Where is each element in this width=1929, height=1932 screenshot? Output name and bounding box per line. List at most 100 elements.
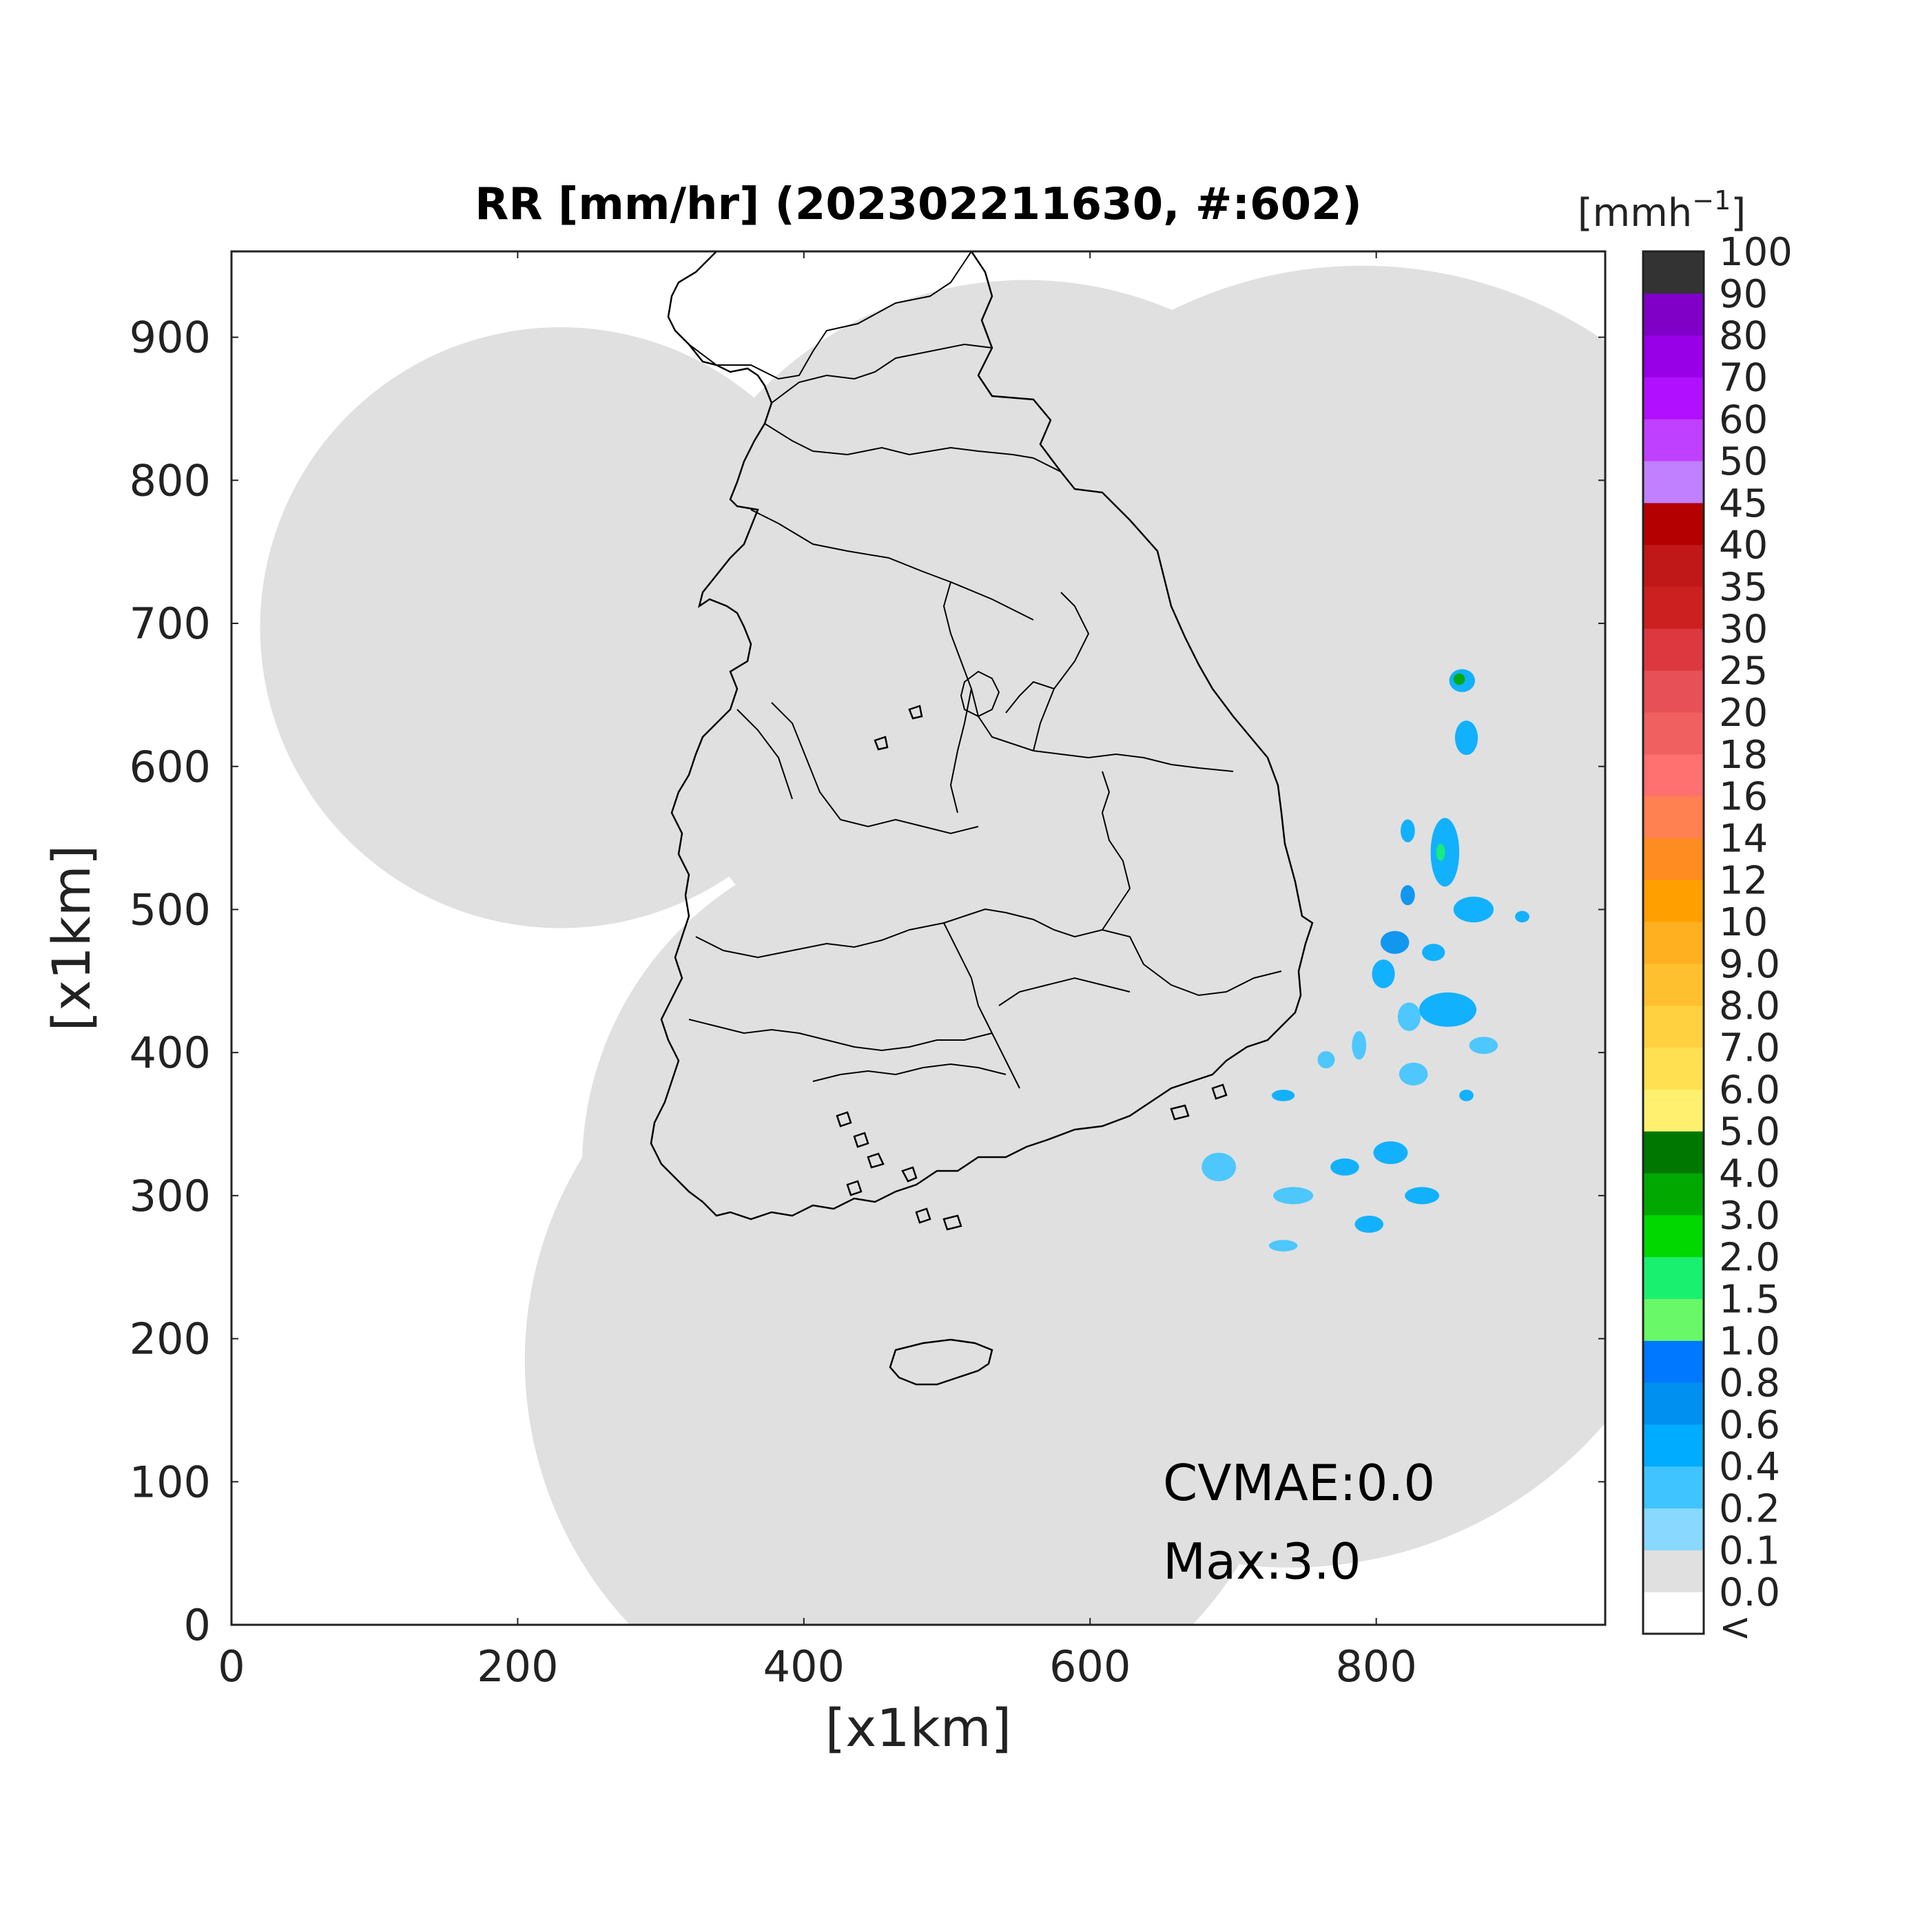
precip-cell-22 [1405,1187,1440,1205]
y-tick-label: 800 [130,455,211,506]
colorbar-segment [1643,880,1704,922]
colorbar-label: < [1719,1606,1751,1650]
precip-cell-3 [1454,720,1478,756]
colorbar-label-top: 100 [1719,230,1793,275]
chart-title: RR [mm/hr] (202302211630, #:602) [475,179,1362,230]
radar-coverage [260,265,1605,1625]
y-tick-label: 700 [130,599,211,649]
korea-coastline [650,251,1314,1386]
colorbar-label: 0.6 [1719,1403,1780,1448]
colorbar-frame [1642,250,1705,1635]
x-axis-ticks: 0 200 400 600 800 [218,251,1417,1692]
precip-cell-24 [1268,1240,1298,1251]
colorbar-label: 25 [1719,649,1768,694]
precip-cell-16 [1317,1051,1335,1069]
precip-cell-2 [1453,673,1465,685]
colorbar-label: 40 [1719,523,1768,568]
precip-cell-12 [1419,992,1477,1027]
y-tick-label: 900 [130,313,211,363]
colorbar-label: 7.0 [1719,1026,1780,1071]
x-axis-label: [x1km] [825,1697,1012,1758]
y-tick-label: 600 [130,742,211,792]
x-tick-label: 200 [477,1641,558,1692]
colorbar-label: 90 [1719,272,1768,317]
coverage-circle-6 [524,974,1298,1625]
colorbar-segment [1643,628,1704,671]
precip-cell-23 [1201,1152,1237,1182]
colorbar-label: 50 [1719,439,1768,484]
colorbar-segment [1643,1550,1704,1592]
precip-cell-8 [1453,896,1494,923]
colorbar-segment [1643,419,1704,461]
precip-cell-25 [1459,1090,1474,1101]
colorbar-label: 45 [1719,481,1768,526]
colorbar-segment [1643,922,1704,964]
colorbar-label: 0.8 [1719,1361,1780,1406]
cvmae-stat: CVMAE:0.0 [1163,1454,1435,1512]
colorbar-segment [1643,1382,1704,1425]
colorbar-unit: [mmh−1] [1578,185,1746,236]
colorbar-segment [1643,1131,1704,1174]
colorbar-label: 0.1 [1719,1528,1780,1573]
precip-cell-21 [1354,1215,1384,1233]
colorbar-segment [1643,544,1704,588]
colorbar-label: 10 [1719,900,1768,945]
x-tick-label: 0 [218,1641,245,1692]
colorbar-segment [1643,838,1704,880]
colorbar-segment [1643,1466,1704,1509]
colorbar-label: 16 [1719,775,1768,820]
colorbar-segment [1643,712,1704,755]
colorbar-label: 70 [1719,355,1768,400]
precip-cell-27 [1399,1062,1428,1086]
precip-cell-19 [1330,1158,1359,1176]
colorbar-segment [1643,1214,1704,1258]
colorbar-label: 6.0 [1719,1068,1780,1112]
colorbar-label: 0.2 [1719,1487,1780,1532]
y-tick-label: 100 [130,1457,211,1507]
colorbar-label: 60 [1719,397,1768,442]
y-axis-label: [x1km] [41,845,102,1032]
precipitation-cells [1201,669,1529,1251]
colorbar-label: 14 [1719,816,1768,861]
colorbar-segment [1643,1089,1704,1132]
x-tick-label: 800 [1335,1641,1416,1692]
colorbar-label: 0.4 [1719,1445,1780,1490]
colorbar-segment [1643,1005,1704,1048]
colorbar-label: 3.0 [1719,1194,1780,1238]
precip-cell-26 [1515,911,1529,923]
colorbar-segment [1643,963,1704,1006]
colorbar-segment [1643,377,1704,419]
colorbar-segment [1643,335,1704,377]
colorbar-label: 2.0 [1719,1236,1780,1280]
colorbar-label: 9.0 [1719,942,1780,987]
precip-cell-20 [1273,1187,1314,1205]
colorbar-segment [1643,1592,1704,1634]
province-boundaries [688,251,1282,1089]
precip-cell-11 [1422,944,1445,962]
precip-cell-15 [1272,1090,1295,1101]
max-stat: Max:3.0 [1163,1533,1361,1590]
colorbar-label: 4.0 [1719,1152,1780,1196]
plot-frame [230,250,1607,1626]
colorbar-segment [1643,461,1704,503]
colorbar-label: 5.0 [1719,1110,1780,1154]
colorbar: <0.00.10.20.40.60.81.01.52.03.04.05.06.0… [1642,230,1793,1650]
colorbar-label: 35 [1719,565,1768,610]
colorbar-label: 12 [1719,858,1768,903]
y-tick-label: 0 [184,1600,211,1650]
y-tick-label: 400 [130,1028,211,1078]
y-tick-label: 300 [130,1171,211,1221]
precip-cell-14 [1469,1037,1498,1055]
colorbar-label: 0.0 [1719,1570,1780,1615]
precip-cell-7 [1400,885,1415,906]
y-axis-ticks: 0 100 200 300 400 500 600 700 800 900 [130,313,1605,1650]
colorbar-segment [1643,586,1704,629]
colorbar-segment [1643,502,1704,546]
precip-cell-13 [1397,1002,1421,1032]
precip-cell-17 [1352,1031,1367,1060]
colorbar-label: 1.0 [1719,1319,1780,1364]
colorbar-segment [1643,1298,1704,1341]
colorbar-segment [1643,1340,1704,1383]
colorbar-segment [1643,670,1704,713]
